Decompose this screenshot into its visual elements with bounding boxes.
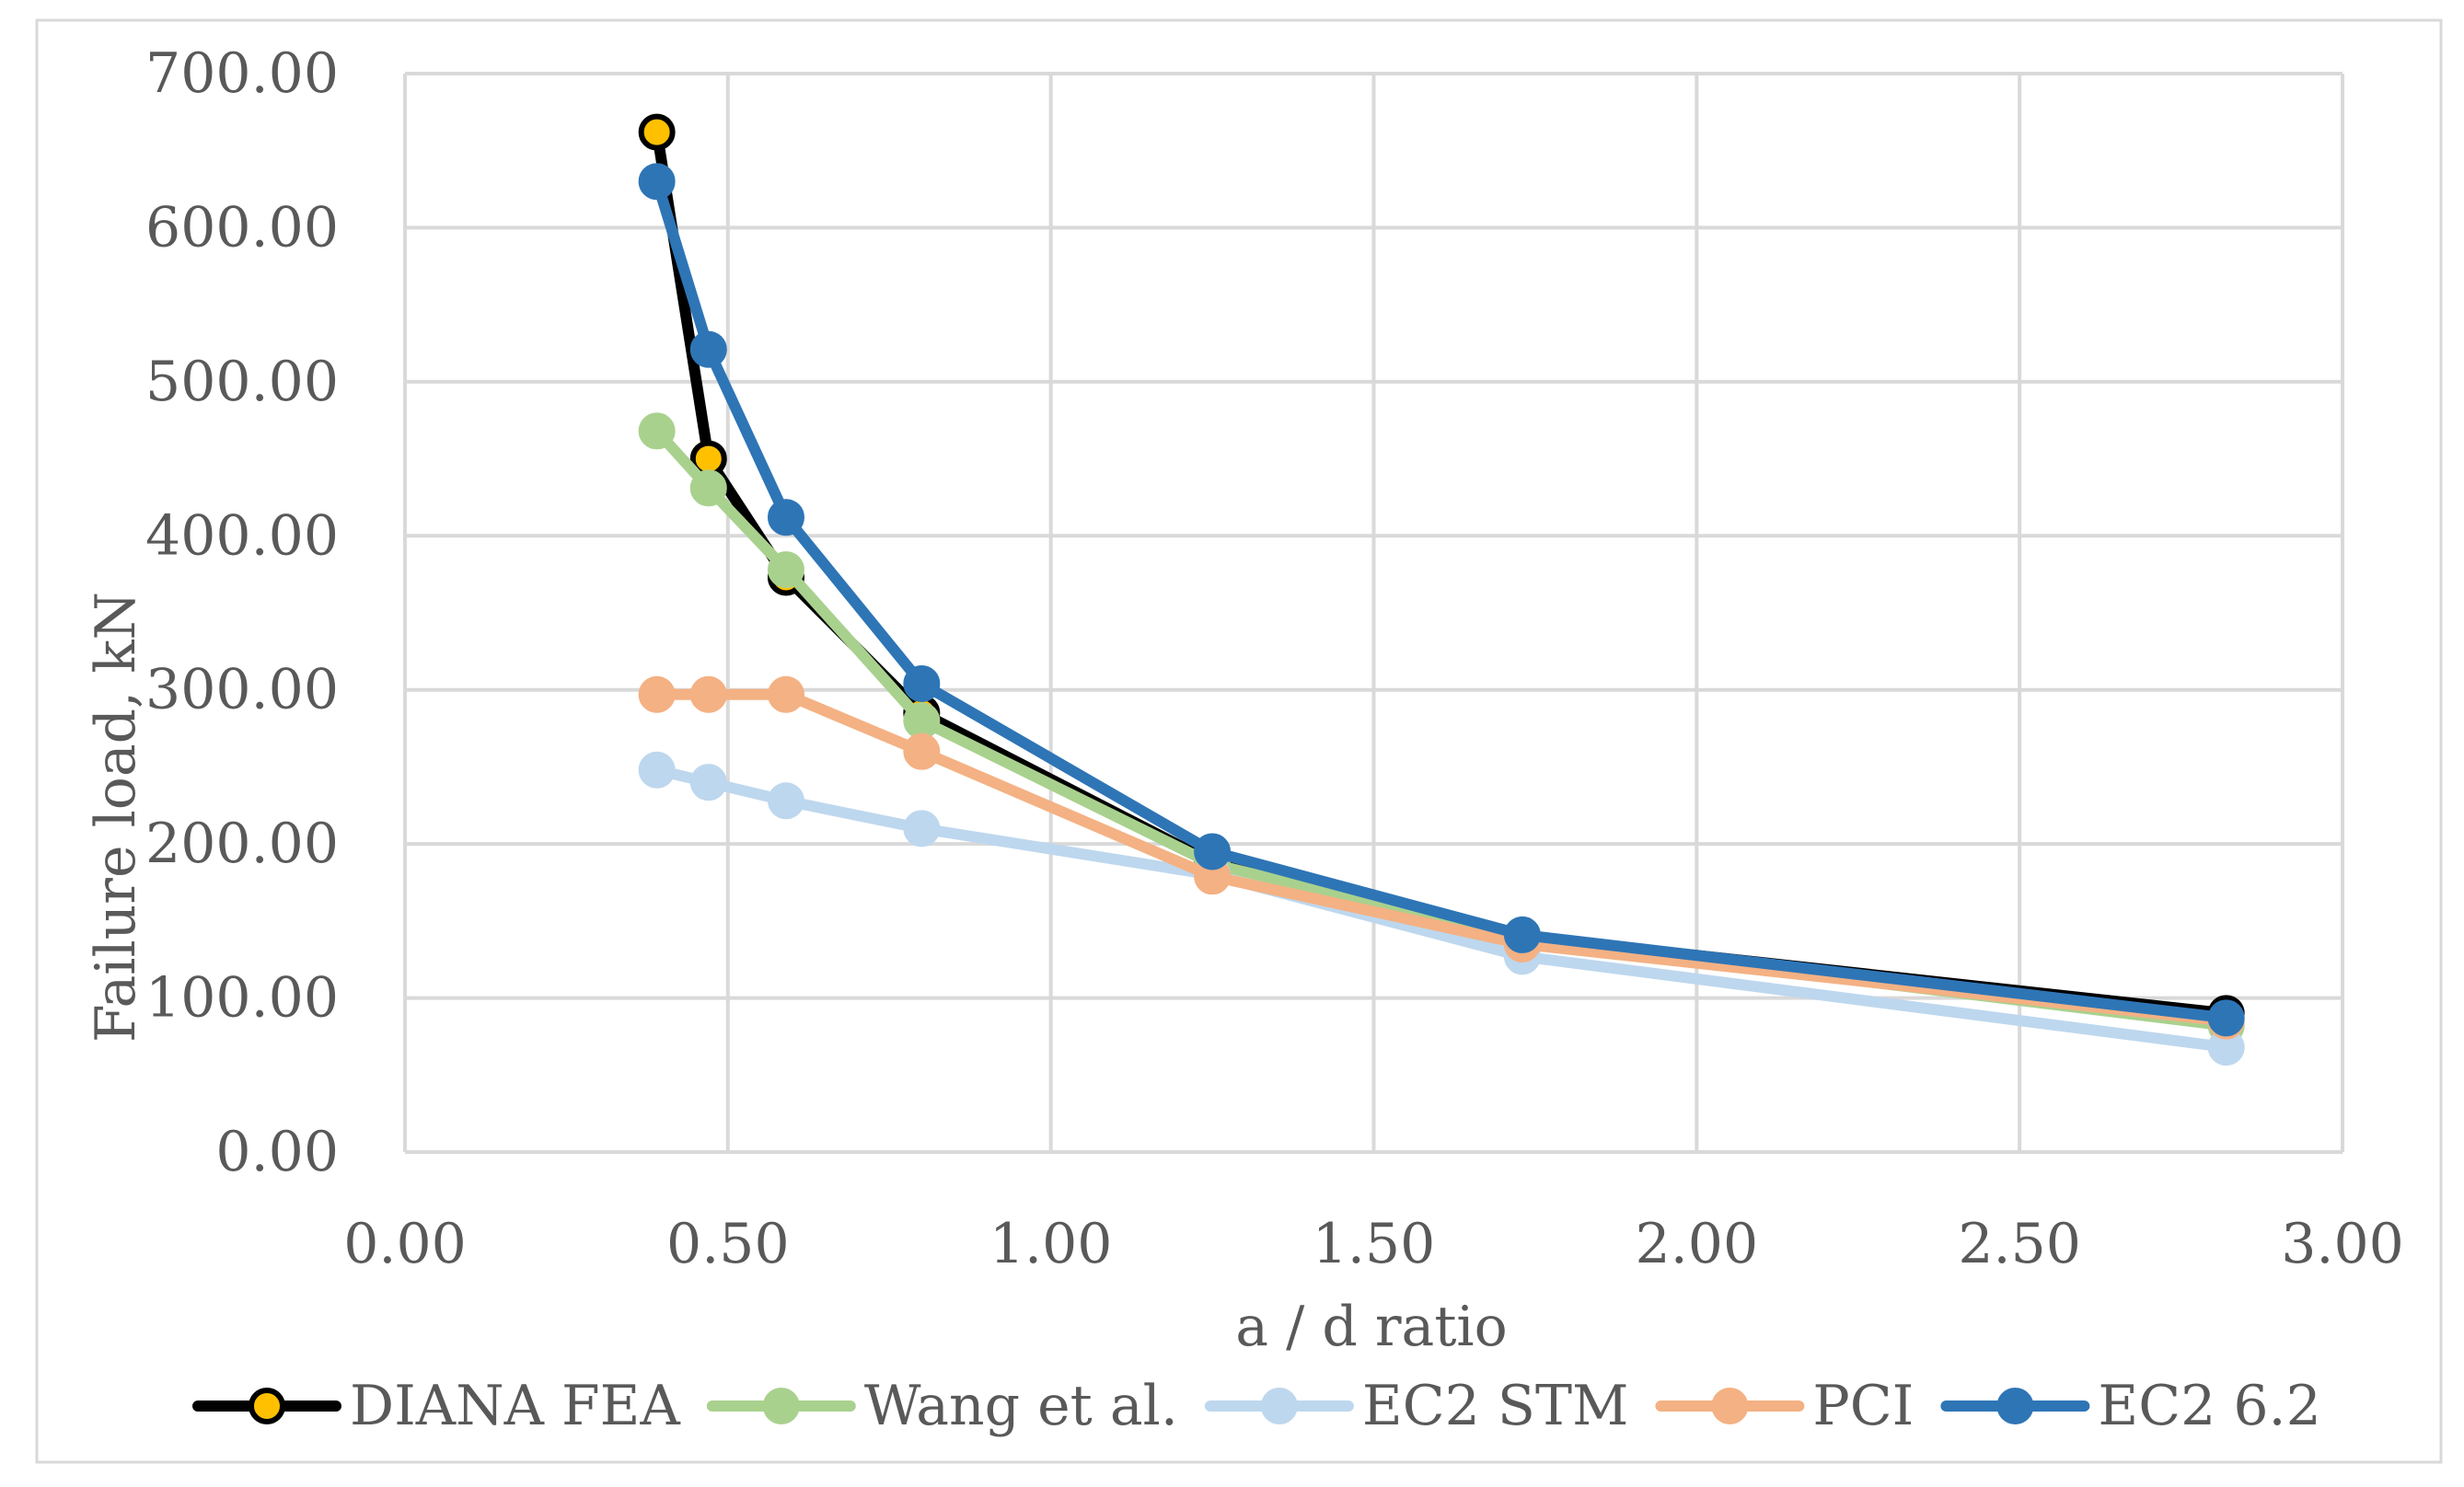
data-point [638,113,676,151]
data-point [1194,833,1232,870]
x-tick-label: 1.50 [1313,1212,1436,1276]
legend-label: Wang et al. [864,1374,1178,1438]
series-layer [638,113,2245,1066]
x-tick-label: 2.00 [1636,1212,1759,1276]
legend-item: DIANA FEA [192,1374,680,1438]
data-point [638,163,676,201]
data-point [903,702,941,740]
y-tick-label: 500.00 [145,350,339,414]
legend-label: EC2 6.2 [2098,1374,2320,1438]
legend-marker [1711,1388,1749,1424]
data-point [767,782,804,820]
legend-item: EC2 STM [1204,1374,1629,1438]
x-tick-label: 1.00 [989,1212,1113,1276]
data-point [638,675,676,713]
series-ec2-6-2 [638,163,2245,1037]
data-point [689,764,727,801]
legend-marker [762,1388,800,1424]
legend-marker [249,1388,285,1424]
y-tick-label: 600.00 [145,195,339,259]
x-tick-labels: 0.00 0.50 1.00 1.50 2.00 2.50 3.00 [343,1212,2404,1276]
x-tick-label: 0.50 [666,1212,790,1276]
y-tick-label: 200.00 [145,812,339,876]
legend-item: EC2 6.2 [1940,1374,2321,1438]
legend-label: DIANA FEA [350,1374,680,1438]
data-point [767,551,804,589]
data-point [767,499,804,536]
legend-label: EC2 STM [1362,1374,1629,1438]
data-point [638,412,676,450]
data-point [689,469,727,507]
x-tick-label: 3.00 [2281,1212,2404,1276]
data-point [689,330,727,368]
y-tick-labels: 0.00 100.00 200.00 300.00 400.00 500.00 600.00… [145,41,339,1184]
x-tick-label: 2.50 [1958,1212,2081,1276]
legend-marker [1996,1388,2034,1424]
data-point [2207,999,2245,1037]
data-point [1503,916,1541,953]
data-point [767,675,804,713]
data-point [903,665,941,703]
legend-item: PCI [1655,1374,1914,1438]
x-axis-title: a / d ratio [1235,1295,1508,1359]
y-axis-title: Failure load, kN [84,592,148,1043]
y-tick-label: 700.00 [145,41,339,106]
data-point [903,732,941,770]
y-tick-label: 100.00 [145,966,339,1031]
legend-marker [1260,1388,1298,1424]
chart-border [35,18,2443,1464]
y-tick-label: 300.00 [145,658,339,722]
data-point [638,751,676,789]
legend-item: Wang et al. [706,1374,1178,1438]
legend: DIANA FEA Wang et al. EC2 STM PCI EC2 6.2 [192,1374,2321,1438]
x-tick-label: 0.00 [343,1212,467,1276]
grid-lines [403,72,2344,1154]
data-point [903,810,941,847]
y-tick-label: 400.00 [145,503,339,568]
legend-label: PCI [1812,1374,1914,1438]
data-point [689,675,727,713]
y-tick-label: 0.00 [215,1120,339,1184]
